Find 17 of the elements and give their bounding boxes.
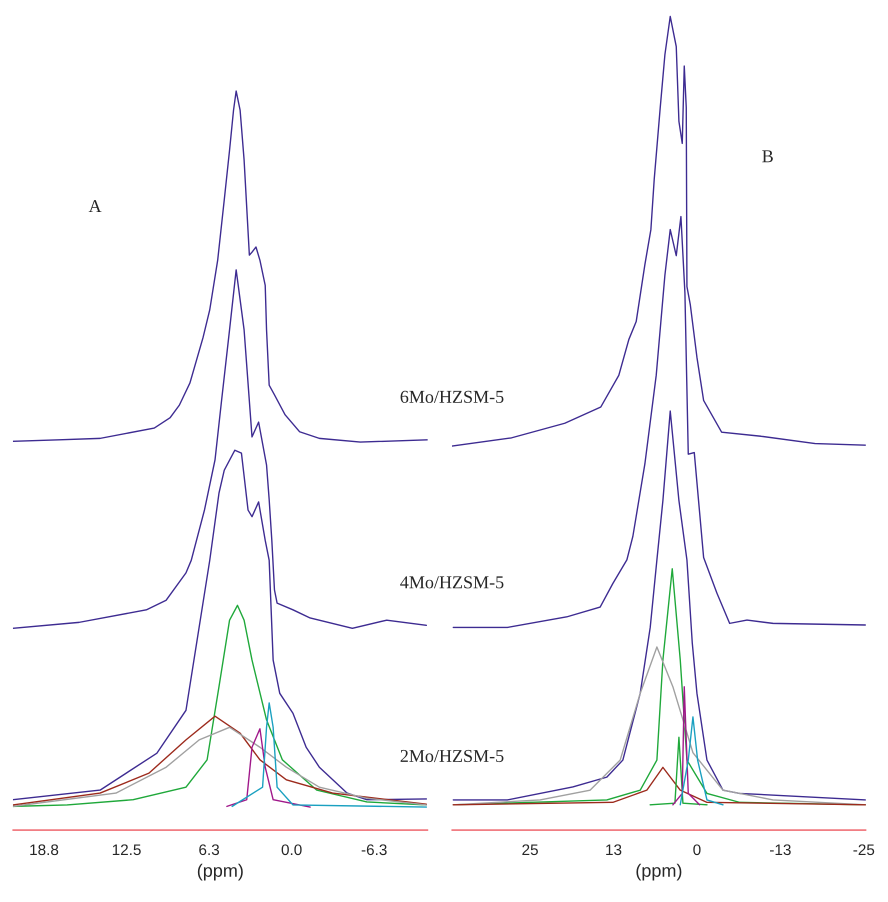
x-tick-label: 0.0 [282, 844, 302, 856]
x-tick-label: -6.3 [362, 844, 387, 856]
text: 6Mo/HZSM-5 [400, 390, 504, 403]
x-tick-label: 13 [606, 844, 622, 856]
x-tick-label: 12.5 [112, 844, 141, 856]
x-tick-label: 18.8 [30, 844, 58, 856]
annotation: A [88, 200, 102, 212]
x-tick-label: 0 [693, 844, 701, 856]
series-label: 4Mo/HZSM-5 [400, 576, 504, 588]
x-axis-title: (ppm) [198, 864, 243, 881]
x-tick-label: 6.3 [199, 844, 220, 856]
x-axis-title: (ppm) [636, 864, 682, 881]
x-tick-label: -13 [770, 844, 791, 856]
annotation: B [762, 150, 773, 162]
x-tick-label: -25 [853, 844, 874, 856]
x-tick-label: 25 [522, 844, 538, 856]
text: 2Mo/HZSM-5 [400, 750, 504, 762]
